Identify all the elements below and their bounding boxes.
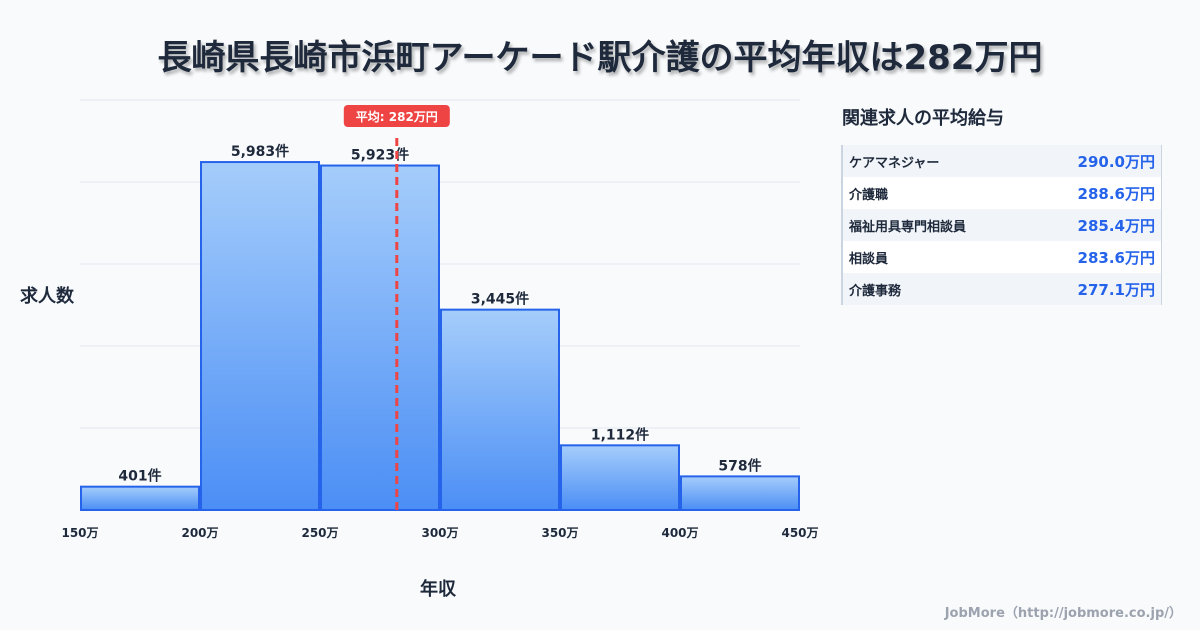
job-name: 福祉用具専門相談員 — [849, 219, 967, 235]
y-axis-label: 求人数 — [20, 286, 74, 307]
bar — [320, 164, 440, 511]
job-name: 介護職 — [849, 187, 889, 203]
job-name: 介護事務 — [849, 283, 902, 299]
x-axis-label: 年収 — [420, 579, 456, 600]
data-label: 5,923件 — [351, 147, 409, 164]
related-jobs-table: ケアマネジャー 290.0万円 介護職 288.6万円 福祉用具専門相談員 285.4… — [841, 145, 1162, 305]
bar — [560, 444, 680, 512]
job-salary: 288.6万円 — [1077, 184, 1155, 203]
x-tick-label: 300万 — [421, 526, 458, 540]
footer-credit: JobMore（http://jobmore.co.jp/） — [944, 606, 1182, 621]
data-label: 401件 — [118, 468, 161, 485]
job-name: ケアマネジャー — [849, 155, 940, 171]
x-tick-label: 450万 — [781, 526, 818, 540]
histogram: 401件 5,983件 5,923件 3,445件 1,112件 578件 150万 200万… — [61, 99, 819, 540]
job-salary: 290.0万円 — [1077, 152, 1155, 171]
table-row: 介護職 288.6万円 — [843, 177, 1161, 209]
x-tick-label: 250万 — [301, 526, 338, 540]
job-name: 相談員 — [849, 251, 889, 267]
related-jobs-title: 関連求人の平均給与 — [842, 108, 1004, 129]
bar — [680, 475, 800, 511]
bar — [200, 161, 320, 511]
x-tick-label: 350万 — [541, 526, 578, 540]
data-label: 1,112件 — [591, 426, 649, 443]
data-label: 3,445件 — [471, 291, 529, 308]
table-row: 介護事務 277.1万円 — [843, 273, 1161, 305]
data-label: 578件 — [718, 457, 761, 474]
mean-badge — [343, 105, 450, 127]
job-salary: 285.4万円 — [1077, 216, 1155, 235]
x-tick-label: 150万 — [61, 526, 98, 540]
chart-title: 長崎県長崎市浜町アーケード駅介護の平均年収は282万円 — [157, 38, 1043, 78]
job-salary: 283.6万円 — [1077, 248, 1155, 267]
x-tick-label: 200万 — [181, 526, 218, 540]
bar — [80, 485, 200, 512]
bar — [440, 308, 560, 512]
job-salary: 277.1万円 — [1077, 280, 1155, 299]
data-label: 5,983件 — [231, 143, 289, 160]
mean-label: 平均: 282万円 — [356, 109, 438, 124]
table-row: ケアマネジャー 290.0万円 — [843, 145, 1161, 177]
table-row: 相談員 283.6万円 — [843, 241, 1161, 273]
x-tick-label: 400万 — [661, 526, 698, 540]
table-row: 福祉用具専門相談員 285.4万円 — [843, 209, 1161, 241]
